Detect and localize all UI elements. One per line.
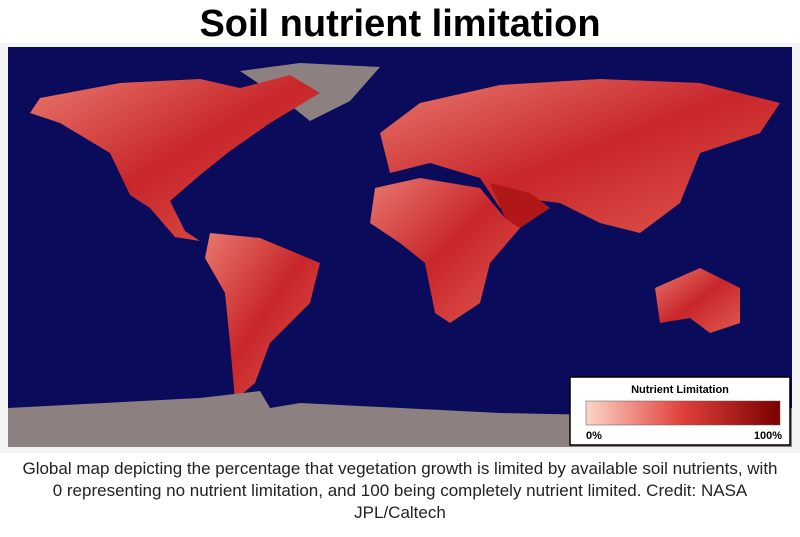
legend-title: Nutrient Limitation <box>631 384 729 396</box>
south-america <box>205 233 320 400</box>
legend-min-label: 0% <box>586 430 602 442</box>
eurasia <box>380 79 780 233</box>
arabia <box>490 183 550 228</box>
north-america <box>30 75 320 241</box>
caption: Global map depicting the percentage that… <box>22 459 778 522</box>
legend-gradient <box>585 400 781 426</box>
africa <box>370 178 520 323</box>
legend-max-label: 100% <box>754 430 782 442</box>
title: Soil nutrient limitation <box>199 3 601 45</box>
australia <box>655 268 740 333</box>
map: Nutrient Limitation 0% 100% <box>0 43 800 453</box>
